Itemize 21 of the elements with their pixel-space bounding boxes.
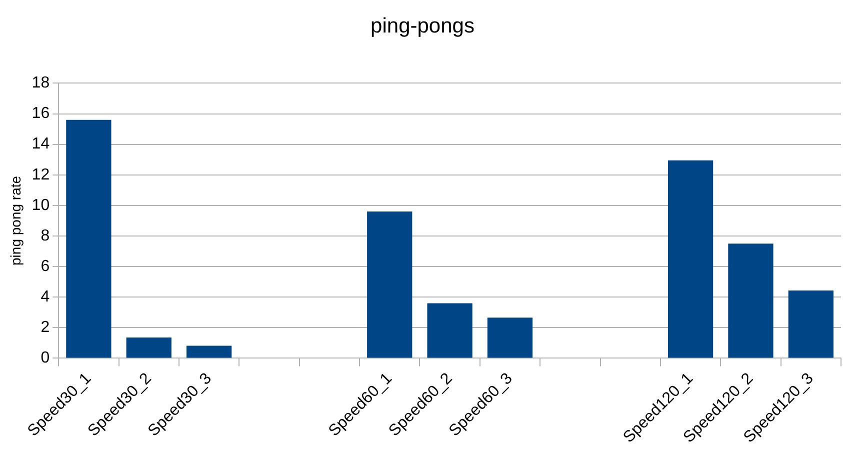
y-tick-label: 18 bbox=[32, 74, 50, 92]
y-tick-label: 2 bbox=[40, 319, 50, 336]
chart-title: ping-pongs bbox=[370, 14, 474, 38]
bar bbox=[186, 346, 232, 358]
y-tick-label: 12 bbox=[32, 166, 50, 184]
bar bbox=[367, 212, 412, 358]
bar bbox=[126, 337, 172, 358]
y-tick-label: 10 bbox=[32, 196, 50, 214]
y-tick-label: 16 bbox=[32, 105, 50, 122]
y-tick-label: 8 bbox=[40, 227, 50, 244]
y-axis-title: ping pong rate bbox=[7, 176, 24, 266]
bar bbox=[788, 290, 834, 358]
y-tick-label: 4 bbox=[40, 288, 50, 306]
y-tick-label: 14 bbox=[32, 136, 50, 153]
bar bbox=[487, 318, 533, 358]
y-tick-label: 6 bbox=[40, 258, 50, 275]
bar bbox=[66, 120, 112, 358]
bar bbox=[728, 244, 774, 358]
bar bbox=[427, 303, 472, 358]
bar bbox=[668, 160, 714, 358]
y-tick-label: 0 bbox=[40, 350, 50, 367]
